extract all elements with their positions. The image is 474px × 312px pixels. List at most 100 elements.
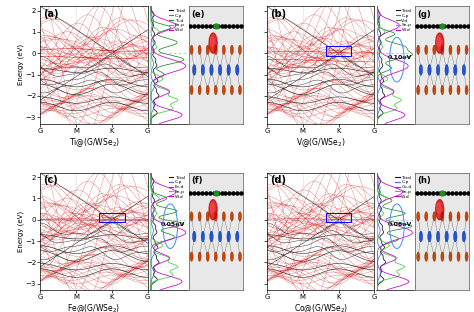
Circle shape [238, 252, 241, 261]
Point [440, 24, 448, 29]
Text: (f): (f) [191, 176, 202, 185]
X-axis label: Fe@(G/WSe$_2$): Fe@(G/WSe$_2$) [67, 302, 121, 312]
Circle shape [457, 45, 460, 55]
X-axis label: V@(G/WSe$_2$): V@(G/WSe$_2$) [296, 136, 346, 149]
Ellipse shape [437, 203, 440, 213]
Circle shape [445, 231, 448, 242]
Circle shape [210, 231, 213, 242]
Point [425, 24, 433, 29]
Point [417, 24, 425, 29]
Circle shape [465, 212, 468, 221]
Point [438, 24, 446, 29]
Circle shape [198, 45, 201, 55]
Text: 0.06eV: 0.06eV [388, 222, 412, 227]
Point [191, 24, 198, 29]
Point [425, 190, 433, 195]
Ellipse shape [209, 33, 217, 53]
Point [237, 24, 245, 29]
Point [198, 24, 206, 29]
Circle shape [190, 85, 193, 95]
Circle shape [219, 65, 222, 75]
Circle shape [433, 252, 436, 261]
Circle shape [236, 231, 239, 242]
Text: (a): (a) [44, 9, 59, 19]
Bar [326, 46, 351, 56]
Circle shape [417, 85, 419, 95]
Ellipse shape [209, 200, 217, 220]
Circle shape [441, 212, 444, 221]
Circle shape [433, 212, 436, 221]
Point [202, 190, 210, 195]
Circle shape [465, 252, 468, 261]
Circle shape [425, 45, 428, 55]
Text: (d): (d) [270, 175, 286, 185]
Text: (g): (g) [418, 10, 431, 19]
Point [194, 190, 202, 195]
Point [464, 190, 472, 195]
Circle shape [457, 252, 460, 261]
Point [460, 24, 467, 29]
Point [187, 190, 194, 195]
Point [233, 190, 241, 195]
Circle shape [462, 65, 465, 75]
Circle shape [454, 231, 457, 242]
Point [229, 24, 237, 29]
Text: (c): (c) [44, 175, 58, 185]
Text: (h): (h) [418, 176, 431, 185]
Circle shape [445, 65, 448, 75]
Circle shape [425, 212, 428, 221]
Circle shape [419, 231, 423, 242]
Point [202, 24, 210, 29]
Circle shape [238, 212, 241, 221]
Circle shape [230, 85, 233, 95]
Circle shape [417, 45, 419, 55]
Point [413, 24, 421, 29]
Circle shape [454, 65, 457, 75]
Circle shape [201, 65, 205, 75]
Circle shape [210, 65, 213, 75]
Circle shape [206, 45, 209, 55]
Ellipse shape [210, 203, 214, 213]
Point [210, 190, 218, 195]
Circle shape [222, 212, 225, 221]
Point [438, 190, 446, 195]
Point [433, 190, 440, 195]
Point [445, 24, 452, 29]
Circle shape [190, 212, 193, 221]
Point [448, 24, 456, 29]
Circle shape [201, 231, 205, 242]
Circle shape [222, 252, 225, 261]
Circle shape [465, 85, 468, 95]
Point [229, 190, 237, 195]
Text: 0.05eV: 0.05eV [161, 222, 186, 227]
Circle shape [457, 85, 460, 95]
Text: (e): (e) [191, 10, 204, 19]
Point [222, 24, 229, 29]
Circle shape [441, 85, 444, 95]
Point [452, 24, 460, 29]
Circle shape [227, 65, 230, 75]
Point [222, 190, 229, 195]
Legend: Total, C-p, Fe-d, Se-p, W-d: Total, C-p, Fe-d, Se-p, W-d [169, 175, 185, 199]
Legend: Total, C-p, V-d, Se-p, W-d: Total, C-p, V-d, Se-p, W-d [395, 8, 412, 32]
Point [456, 24, 464, 29]
X-axis label: Co@(G/WSe$_2$): Co@(G/WSe$_2$) [293, 302, 348, 312]
Y-axis label: Energy (eV): Energy (eV) [18, 211, 24, 252]
Point [194, 24, 202, 29]
Circle shape [417, 252, 419, 261]
Point [437, 190, 444, 195]
X-axis label: Ti@(G/WSe$_2$): Ti@(G/WSe$_2$) [69, 136, 119, 149]
Circle shape [192, 65, 196, 75]
Text: 0.10eV: 0.10eV [388, 55, 412, 60]
Circle shape [214, 252, 217, 261]
Circle shape [222, 85, 225, 95]
Point [429, 190, 437, 195]
Point [212, 24, 219, 29]
Circle shape [465, 45, 468, 55]
Point [233, 24, 241, 29]
Circle shape [462, 231, 465, 242]
Circle shape [437, 231, 440, 242]
Point [448, 190, 456, 195]
Circle shape [433, 85, 436, 95]
Ellipse shape [436, 200, 444, 220]
